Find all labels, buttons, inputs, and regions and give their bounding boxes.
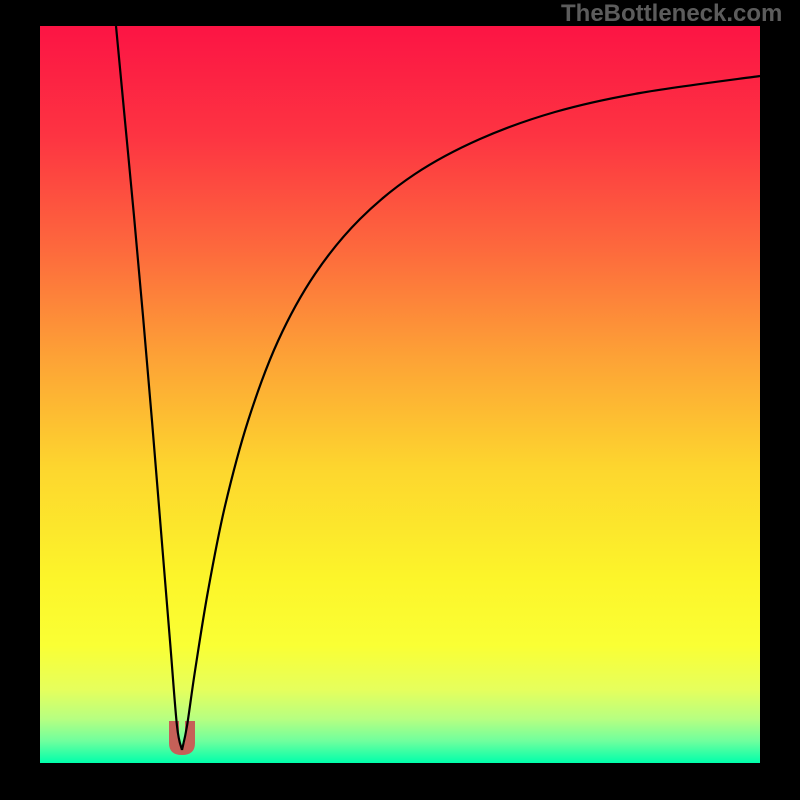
watermark-text: TheBottleneck.com xyxy=(561,0,782,28)
gradient-background xyxy=(40,26,760,763)
chart-container: TheBottleneck.com xyxy=(0,0,800,800)
